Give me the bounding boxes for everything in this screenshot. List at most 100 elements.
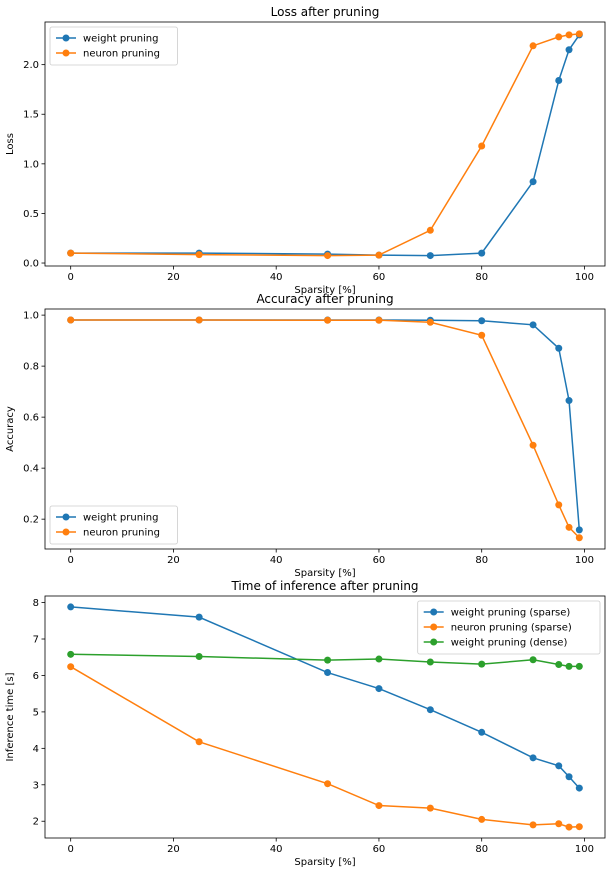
series-line bbox=[70, 319, 580, 539]
y-tick-label: 3 bbox=[33, 780, 39, 791]
legend-entry: weight pruning bbox=[83, 34, 159, 45]
legend-box bbox=[417, 600, 601, 655]
data-point bbox=[478, 142, 486, 150]
data-point bbox=[67, 650, 75, 658]
y-tick-label: 0.8 bbox=[23, 362, 39, 373]
x-tick-label: 100 bbox=[575, 555, 594, 566]
data-point bbox=[565, 523, 573, 531]
data-point bbox=[555, 77, 563, 85]
x-tick-label: 80 bbox=[475, 555, 488, 566]
data-point bbox=[575, 534, 583, 542]
y-tick-label: 4 bbox=[33, 744, 39, 755]
x-tick-label: 80 bbox=[475, 272, 488, 283]
y-tick-label: 0.4 bbox=[23, 464, 39, 475]
data-point bbox=[478, 728, 486, 736]
legend-entry: neuron pruning bbox=[83, 49, 160, 60]
data-point bbox=[375, 802, 383, 810]
data-point bbox=[555, 501, 563, 509]
series-3 bbox=[67, 650, 583, 670]
data-point bbox=[529, 321, 537, 329]
x-tick-label: 100 bbox=[575, 272, 594, 283]
data-point bbox=[529, 178, 537, 186]
x-tick-label: 0 bbox=[68, 844, 74, 855]
y-axis-label: Inference time [s] bbox=[5, 672, 16, 761]
data-point bbox=[529, 821, 537, 829]
y-tick-label: 2 bbox=[33, 817, 39, 828]
legend-swatch-marker bbox=[62, 528, 70, 536]
data-point bbox=[426, 318, 434, 326]
series-2 bbox=[67, 30, 583, 260]
x-tick-label: 60 bbox=[373, 555, 386, 566]
y-tick-label: 1.0 bbox=[23, 159, 39, 170]
x-axis-label: Sparsity [%] bbox=[294, 857, 355, 868]
legend-swatch-marker bbox=[430, 638, 438, 646]
x-tick-label: 40 bbox=[270, 844, 283, 855]
x-tick-label: 80 bbox=[475, 844, 488, 855]
legend-entry: neuron pruning bbox=[83, 528, 160, 539]
legend-swatch-marker bbox=[430, 608, 438, 616]
series-line bbox=[70, 666, 580, 828]
data-point bbox=[529, 754, 537, 762]
data-point bbox=[575, 30, 583, 38]
x-tick-label: 40 bbox=[270, 555, 283, 566]
data-point bbox=[478, 815, 486, 823]
data-point bbox=[67, 249, 75, 257]
legend-entry: weight pruning (sparse) bbox=[451, 608, 571, 619]
data-point bbox=[575, 662, 583, 670]
y-tick-label: 6 bbox=[33, 671, 39, 682]
series-line bbox=[70, 34, 580, 257]
series-2 bbox=[67, 316, 583, 542]
y-tick-label: 2.0 bbox=[23, 60, 39, 71]
y-tick-label: 0.2 bbox=[23, 515, 39, 526]
series-line bbox=[70, 33, 580, 257]
plot-area bbox=[44, 21, 606, 267]
x-tick-label: 20 bbox=[167, 272, 180, 283]
legend-entry: weight pruning (dense) bbox=[451, 638, 568, 649]
y-tick-label: 8 bbox=[33, 598, 39, 609]
data-point bbox=[324, 316, 332, 324]
data-point bbox=[565, 46, 573, 54]
legend: weight pruning (sparse) neuron pruning (s… bbox=[417, 600, 601, 655]
chart-title: Time of inference after pruning bbox=[230, 579, 418, 593]
series-1 bbox=[67, 316, 583, 534]
y-tick-label: 0.0 bbox=[23, 259, 39, 270]
data-point bbox=[426, 252, 434, 260]
data-point bbox=[565, 773, 573, 781]
data-point bbox=[478, 249, 486, 257]
data-point bbox=[324, 780, 332, 788]
legend-box bbox=[49, 26, 178, 66]
legend-swatch-marker bbox=[430, 623, 438, 631]
series-2 bbox=[67, 663, 583, 831]
data-point bbox=[555, 820, 563, 828]
y-tick-label: 5 bbox=[33, 707, 39, 718]
data-point bbox=[529, 42, 537, 50]
y-tick-label: 0.5 bbox=[23, 209, 39, 220]
chart-title: Accuracy after pruning bbox=[256, 292, 393, 306]
legend-swatch-marker bbox=[62, 49, 70, 57]
chart-panel-2: Accuracy after pruning 0 20 40 60 80 100 0.2 0.4… bbox=[5, 292, 606, 579]
data-point bbox=[565, 823, 573, 831]
data-point bbox=[565, 31, 573, 39]
legend-swatch-marker bbox=[62, 34, 70, 42]
data-point bbox=[565, 397, 573, 405]
plot-area bbox=[44, 308, 606, 550]
data-point bbox=[478, 331, 486, 339]
data-point bbox=[478, 660, 486, 668]
data-point bbox=[67, 603, 75, 611]
data-point bbox=[324, 656, 332, 664]
x-tick-label: 20 bbox=[167, 844, 180, 855]
legend: weight pruning neuron pruning bbox=[49, 505, 178, 545]
data-point bbox=[575, 823, 583, 831]
data-point bbox=[575, 784, 583, 792]
data-point bbox=[324, 669, 332, 677]
data-point bbox=[555, 661, 563, 669]
x-tick-label: 20 bbox=[167, 555, 180, 566]
data-point bbox=[426, 226, 434, 234]
y-axis-label: Loss bbox=[5, 133, 16, 155]
legend-box bbox=[49, 505, 178, 545]
chart-panel-1: Loss after pruning 0 20 40 60 80 100 0.0 0.5 1.0 1… bbox=[5, 5, 606, 296]
data-point bbox=[555, 762, 563, 770]
y-tick-label: 1.5 bbox=[23, 110, 39, 121]
x-tick-label: 60 bbox=[373, 272, 386, 283]
